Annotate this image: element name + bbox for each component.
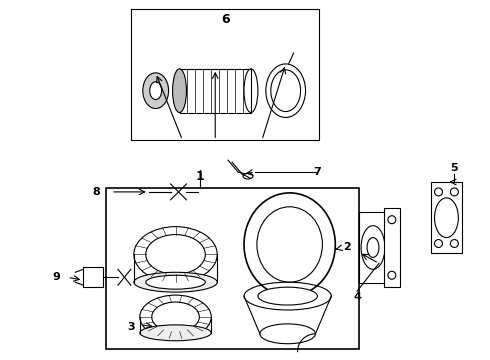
- Bar: [359, 212, 387, 283]
- Bar: [106, 188, 359, 349]
- Ellipse shape: [140, 325, 211, 341]
- Ellipse shape: [258, 287, 318, 305]
- Ellipse shape: [172, 69, 187, 113]
- Bar: [431, 182, 462, 253]
- Ellipse shape: [134, 272, 217, 292]
- Text: 7: 7: [314, 167, 321, 177]
- Text: 6: 6: [221, 13, 229, 26]
- Text: 8: 8: [92, 187, 100, 197]
- Text: 9: 9: [52, 272, 60, 282]
- Ellipse shape: [146, 275, 205, 289]
- Bar: [83, 267, 103, 287]
- Text: 1: 1: [196, 170, 205, 183]
- Ellipse shape: [143, 73, 169, 109]
- Text: 3: 3: [127, 322, 135, 332]
- Bar: [179, 69, 251, 113]
- Bar: [384, 208, 400, 287]
- Text: 2: 2: [343, 243, 351, 252]
- Text: 4: 4: [353, 292, 361, 302]
- Text: 5: 5: [451, 163, 458, 173]
- Ellipse shape: [150, 82, 162, 100]
